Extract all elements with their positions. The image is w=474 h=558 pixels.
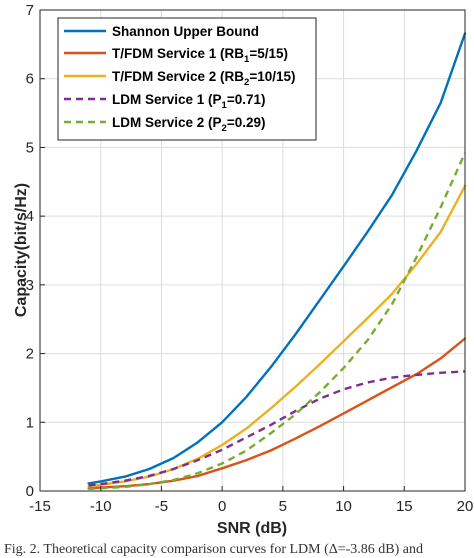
legend-label-subscript: 2 (222, 123, 227, 134)
y-ticks: 0 1 2 3 4 5 6 7 (26, 2, 45, 500)
x-ticks: -15 -10 -5 0 5 10 15 20 (29, 486, 473, 515)
legend-label-subscript: 1 (222, 100, 228, 111)
capacity-chart: -15 -10 -5 0 5 10 15 20 0 1 2 3 4 5 6 7 SNR (dB) Capac… (13, 2, 473, 537)
legend-label-main: LDM Service 2 (P (112, 115, 222, 130)
legend-label-1: Shannon Upper Bound (112, 24, 259, 39)
y-tick-label: 3 (26, 277, 34, 294)
x-tick-label: 20 (457, 498, 474, 515)
legend-label-main: T/FDM Service 2 (RB (112, 69, 244, 84)
y-tick-label: 0 (26, 483, 34, 500)
series-line-4 (88, 370, 466, 487)
figure-caption: Fig. 2. Theoretical capacity comparison … (4, 542, 424, 557)
legend-label-tail: =0.71) (227, 92, 266, 107)
y-tick-label: 6 (26, 71, 34, 88)
y-tick-label: 5 (26, 139, 34, 156)
x-axis-label: SNR (dB) (217, 520, 287, 537)
legend-label-main: LDM Service 1 (P (112, 92, 222, 107)
legend-label-3: T/FDM Service 2 (RB2=10/15) (112, 69, 296, 88)
x-tick-label: 15 (396, 498, 413, 515)
legend-label-tail: =10/15) (249, 69, 295, 84)
legend-box (57, 17, 317, 141)
legend-label-2: T/FDM Service 1 (RB1=5/15) (112, 46, 288, 65)
y-tick-label: 4 (26, 208, 34, 225)
plot-frame (39, 9, 466, 492)
series-lines (87, 32, 467, 491)
legend-label-subscript: 1 (244, 54, 250, 65)
x-tick-label: 0 (218, 498, 226, 515)
y-tick-label: 1 (26, 414, 34, 431)
x-tick-label: 10 (335, 498, 352, 515)
y-axis-label: Capacity(bit/s/Hz) (13, 183, 30, 317)
legend-label-subscript: 2 (244, 77, 249, 88)
x-tick-label: -15 (29, 498, 51, 515)
series-line-5 (88, 152, 467, 491)
legend-label-tail: =0.29) (227, 115, 266, 130)
y-tick-label: 7 (26, 2, 34, 19)
x-tick-label: -10 (90, 498, 112, 515)
x-tick-label: 5 (279, 498, 287, 515)
legend-label-tail: =5/15) (249, 46, 288, 61)
legend-label-5: LDM Service 2 (P2=0.29) (112, 115, 266, 134)
legend-label-4: LDM Service 1 (P1=0.71) (112, 92, 266, 111)
legend-label-main: T/FDM Service 1 (RB (112, 46, 244, 61)
x-tick-label: -5 (155, 498, 168, 515)
legend-label-main: Shannon Upper Bound (112, 24, 259, 39)
series-line-1 (87, 32, 467, 485)
y-tick-label: 2 (26, 346, 34, 363)
